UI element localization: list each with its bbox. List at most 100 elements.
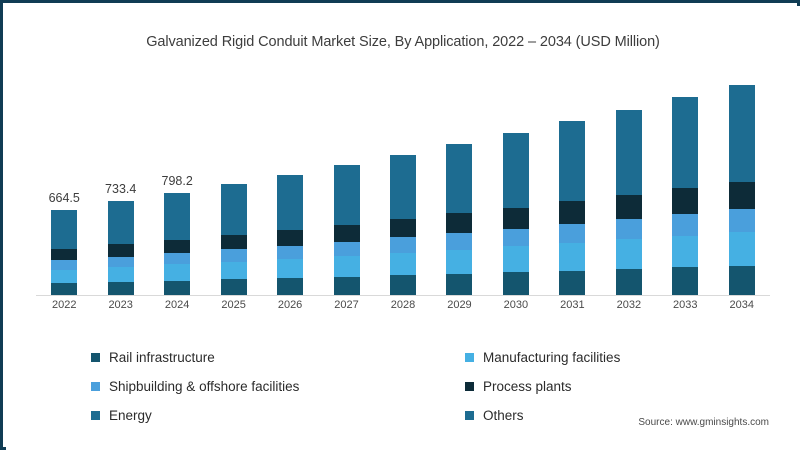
bar-segment[interactable]	[615, 268, 642, 295]
bar-segment[interactable]	[390, 275, 416, 295]
bar-segment[interactable]	[728, 181, 755, 209]
bar-segment[interactable]	[107, 201, 134, 223]
bar-segment[interactable]	[559, 242, 586, 271]
bar-segment[interactable]	[446, 144, 473, 179]
bar-segment[interactable]	[277, 245, 304, 259]
bar-segment[interactable]	[107, 244, 134, 257]
bar-group[interactable]	[615, 78, 642, 295]
bar-segment[interactable]	[51, 260, 78, 270]
bar-segment[interactable]	[672, 213, 699, 236]
bar-segment[interactable]	[615, 194, 642, 219]
bar-segment[interactable]	[51, 269, 78, 284]
bar-segment[interactable]	[446, 233, 473, 250]
bar-segment[interactable]	[107, 256, 134, 267]
bar-segment[interactable]	[390, 154, 416, 188]
bar-group[interactable]: 664.5	[49, 78, 80, 295]
bar-group[interactable]	[333, 78, 360, 295]
bar-segment[interactable]	[502, 170, 529, 208]
bar-segment[interactable]	[333, 224, 360, 242]
bar-segment[interactable]	[559, 161, 586, 202]
bar-segment[interactable]	[277, 258, 304, 279]
bar-segment[interactable]	[220, 279, 247, 295]
bar-segment[interactable]	[164, 216, 191, 240]
bar-segment[interactable]	[728, 231, 755, 266]
legend-item-energy[interactable]: Energy	[91, 401, 465, 430]
bar-segment[interactable]	[390, 252, 416, 276]
legend-item-others[interactable]: Others	[465, 401, 524, 430]
bar-segment[interactable]	[390, 219, 416, 238]
bar-segment[interactable]	[51, 210, 78, 230]
bar-segment[interactable]	[220, 209, 247, 236]
bar-segment[interactable]	[51, 249, 78, 261]
bar-group[interactable]	[277, 78, 304, 295]
bar-group[interactable]: 733.4	[105, 78, 136, 295]
bar-group[interactable]	[220, 78, 247, 295]
bar-group[interactable]	[728, 78, 755, 295]
bar-segment[interactable]	[220, 261, 247, 280]
bar-segment[interactable]	[446, 273, 473, 295]
bar-segment[interactable]	[672, 97, 699, 144]
bar-segment[interactable]	[502, 133, 529, 171]
bar-segment[interactable]	[559, 121, 586, 162]
bar-segment[interactable]	[502, 228, 529, 247]
bar-segment[interactable]	[559, 270, 586, 295]
bar-segment[interactable]	[728, 133, 755, 182]
bar-segment[interactable]	[502, 272, 529, 295]
bar-group[interactable]	[502, 78, 529, 295]
bar-segment[interactable]	[728, 85, 755, 134]
bar-segment[interactable]	[502, 207, 529, 229]
bar-segment[interactable]	[333, 164, 360, 195]
bar-segment[interactable]	[220, 249, 247, 262]
bar-segment[interactable]	[220, 184, 247, 210]
legend-item-shipbuilding-offshore-facilities[interactable]: Shipbuilding & offshore facilities	[91, 372, 465, 401]
bar-segment[interactable]	[502, 246, 529, 273]
bar-segment[interactable]	[333, 194, 360, 225]
bar-segment[interactable]	[164, 253, 191, 265]
bar-segment[interactable]	[672, 267, 699, 295]
legend-item-rail-infrastructure[interactable]: Rail infrastructure	[91, 343, 465, 372]
bar-group[interactable]: 798.2	[162, 78, 193, 295]
bar-segment[interactable]	[728, 265, 755, 295]
legend-item-process-plants[interactable]: Process plants	[465, 372, 572, 401]
bar-group[interactable]	[672, 78, 699, 295]
bar-segment[interactable]	[164, 264, 191, 281]
bar-segment[interactable]	[333, 241, 360, 256]
bar-segment[interactable]	[220, 235, 247, 250]
bar-segment[interactable]	[446, 178, 473, 214]
bar-segment[interactable]	[672, 235, 699, 268]
bar-segment[interactable]	[51, 283, 78, 295]
bar-segment[interactable]	[277, 278, 304, 295]
bar-group[interactable]	[390, 78, 416, 295]
stacked-bar: 733.4	[105, 182, 136, 295]
bar-segment[interactable]	[390, 237, 416, 253]
bar-segment[interactable]	[615, 218, 642, 240]
bar-segment[interactable]	[164, 280, 191, 295]
bar-segment[interactable]	[446, 249, 473, 274]
bar-segment[interactable]	[277, 202, 304, 230]
bar-segment[interactable]	[277, 229, 304, 246]
bar-segment[interactable]	[672, 143, 699, 189]
bar-segment[interactable]	[107, 266, 134, 282]
legend-item-manufacturing-facilities[interactable]: Manufacturing facilities	[465, 343, 620, 372]
bar-segment[interactable]	[615, 109, 642, 153]
bar-segment[interactable]	[164, 193, 191, 217]
bar-segment[interactable]	[728, 208, 755, 232]
bar-segment[interactable]	[390, 187, 416, 220]
bar-group[interactable]	[559, 78, 586, 295]
bar-segment[interactable]	[615, 152, 642, 195]
stacked-bar: 798.2	[162, 174, 193, 295]
bar-segment[interactable]	[559, 223, 586, 243]
bar-segment[interactable]	[333, 255, 360, 277]
bar-segment[interactable]	[446, 213, 473, 234]
bar-group[interactable]	[446, 78, 473, 295]
bar-segment[interactable]	[51, 229, 78, 250]
bar-segment[interactable]	[277, 174, 304, 203]
bar-segment[interactable]	[107, 222, 134, 245]
bar-segment[interactable]	[333, 276, 360, 295]
bar-segment[interactable]	[164, 239, 191, 254]
bar-segment[interactable]	[107, 281, 134, 295]
bar-segment[interactable]	[672, 188, 699, 214]
bar-segment[interactable]	[615, 239, 642, 269]
bar-segment[interactable]	[559, 201, 586, 224]
